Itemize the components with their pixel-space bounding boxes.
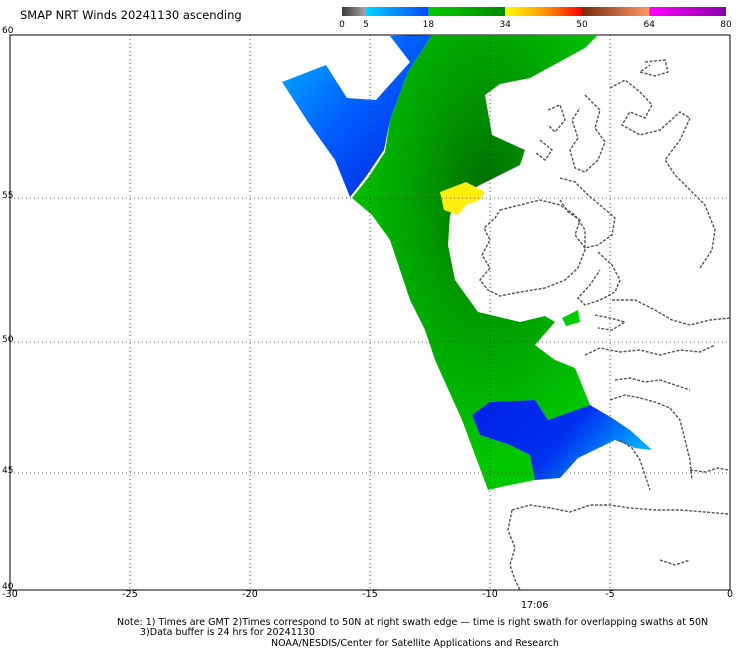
- colorbar-tick-80: 80: [720, 20, 732, 30]
- colorbar-band-64-80: [649, 7, 726, 16]
- colorbar-tick-5: 5: [363, 20, 369, 30]
- wind-region-gale: [440, 182, 485, 215]
- colorbar-band-5-18: [366, 7, 429, 16]
- colorbar-band-18-34: [428, 7, 506, 16]
- lat-label-45: 45: [2, 466, 14, 476]
- wind-region-low-biscay: [472, 400, 652, 480]
- swath-time-label: 17:06: [521, 600, 549, 611]
- credit-line: NOAA/NESDIS/Center for Satellite Applica…: [271, 638, 559, 649]
- lon-label-minus-10: -10: [482, 589, 498, 600]
- lon-label-0: 0: [726, 589, 734, 600]
- colorbar-band-0-5: [342, 7, 366, 16]
- colorbar-tick-64: 64: [643, 20, 655, 30]
- graticule: [10, 35, 730, 590]
- colorbar-tick-0: 0: [339, 20, 345, 30]
- wind-field: [282, 35, 652, 490]
- colorbar-tick-18: 18: [422, 20, 435, 30]
- note-line-1: Note: 1) Times are GMT 2)Times correspon…: [117, 617, 709, 628]
- wind-region-moderate-east: [562, 310, 580, 326]
- lat-label-60: 60: [2, 26, 14, 36]
- figure-title: SMAP NRT Winds 20241130 ascending: [20, 8, 242, 22]
- lon-label-minus-15: -15: [362, 589, 378, 600]
- lon-label-minus-20: -20: [242, 589, 258, 600]
- colorbar-band-34-50: [505, 7, 582, 16]
- lon-label-minus-30: -30: [2, 589, 18, 600]
- wind-region-moderate: [352, 35, 598, 490]
- wind-region-low-northwest: [282, 35, 432, 197]
- colorbar-band-50-64: [582, 7, 650, 16]
- note-line-2: 3)Data buffer is 24 hrs for 20241130: [140, 627, 315, 638]
- wind-speed-colorbar: [342, 7, 726, 16]
- lon-label-minus-25: -25: [122, 589, 138, 600]
- lon-label-minus-5: -5: [605, 589, 615, 600]
- colorbar-tick-34: 34: [499, 20, 511, 30]
- lat-label-55: 55: [2, 191, 14, 201]
- lat-label-50: 50: [2, 335, 14, 345]
- lat-label-40: 40: [2, 582, 14, 592]
- coastlines: [479, 59, 730, 590]
- colorbar-tick-50: 50: [576, 20, 588, 30]
